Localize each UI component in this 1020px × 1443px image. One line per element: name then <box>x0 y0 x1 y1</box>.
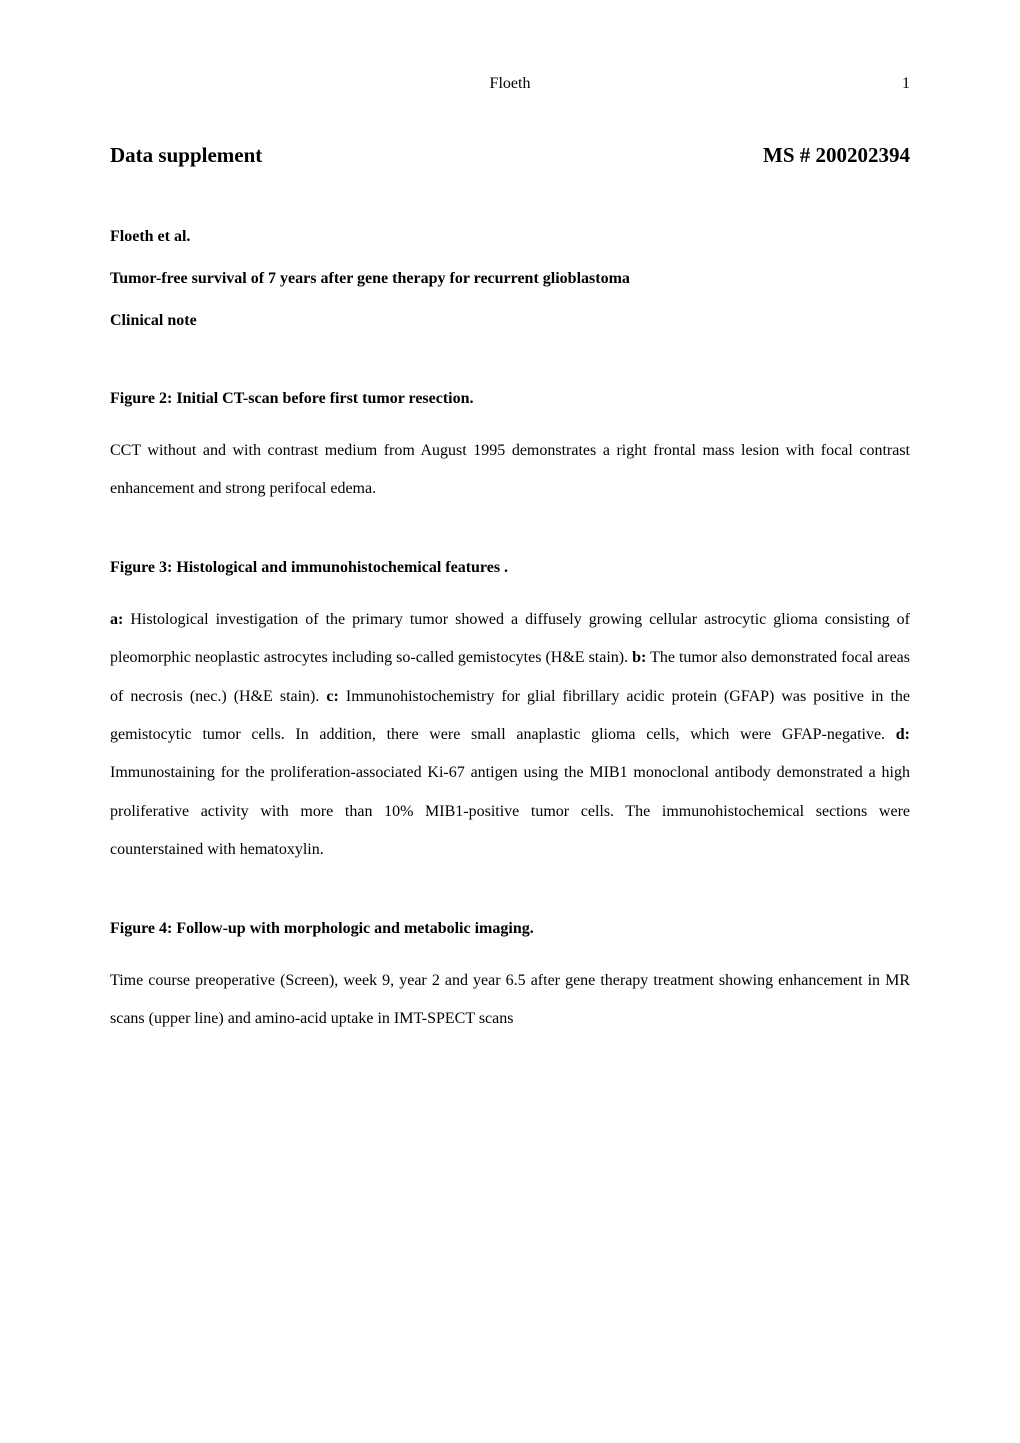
figure4-heading: Figure 4: Follow-up with morphologic and… <box>110 920 910 938</box>
paper-title: Tumor-free survival of 7 years after gen… <box>110 270 910 288</box>
figure3-b-label: b: <box>632 649 646 666</box>
figure2-body: CCT without and with contrast medium fro… <box>110 432 910 509</box>
figure3-a-label: a: <box>110 611 123 628</box>
document-type: Data supplement <box>110 143 262 168</box>
figure3-heading: Figure 3: Histological and immunohistoch… <box>110 559 910 577</box>
paper-subtitle: Clinical note <box>110 312 910 330</box>
page-header: Floeth 1 <box>110 75 910 93</box>
figure3-d-text: Immunostaining for the proliferation-ass… <box>110 764 910 858</box>
figure3-d-label: d: <box>896 726 910 743</box>
page-number: 1 <box>902 75 910 93</box>
figure3-body: a: Histological investigation of the pri… <box>110 601 910 870</box>
title-row: Data supplement MS # 200202394 <box>110 143 910 168</box>
header-author: Floeth <box>490 75 531 93</box>
figure2-heading: Figure 2: Initial CT-scan before first t… <box>110 390 910 408</box>
figure4-body: Time course preoperative (Screen), week … <box>110 962 910 1039</box>
manuscript-number: MS # 200202394 <box>763 143 910 168</box>
figure3-c-label: c: <box>326 688 338 705</box>
authors: Floeth et al. <box>110 228 910 246</box>
